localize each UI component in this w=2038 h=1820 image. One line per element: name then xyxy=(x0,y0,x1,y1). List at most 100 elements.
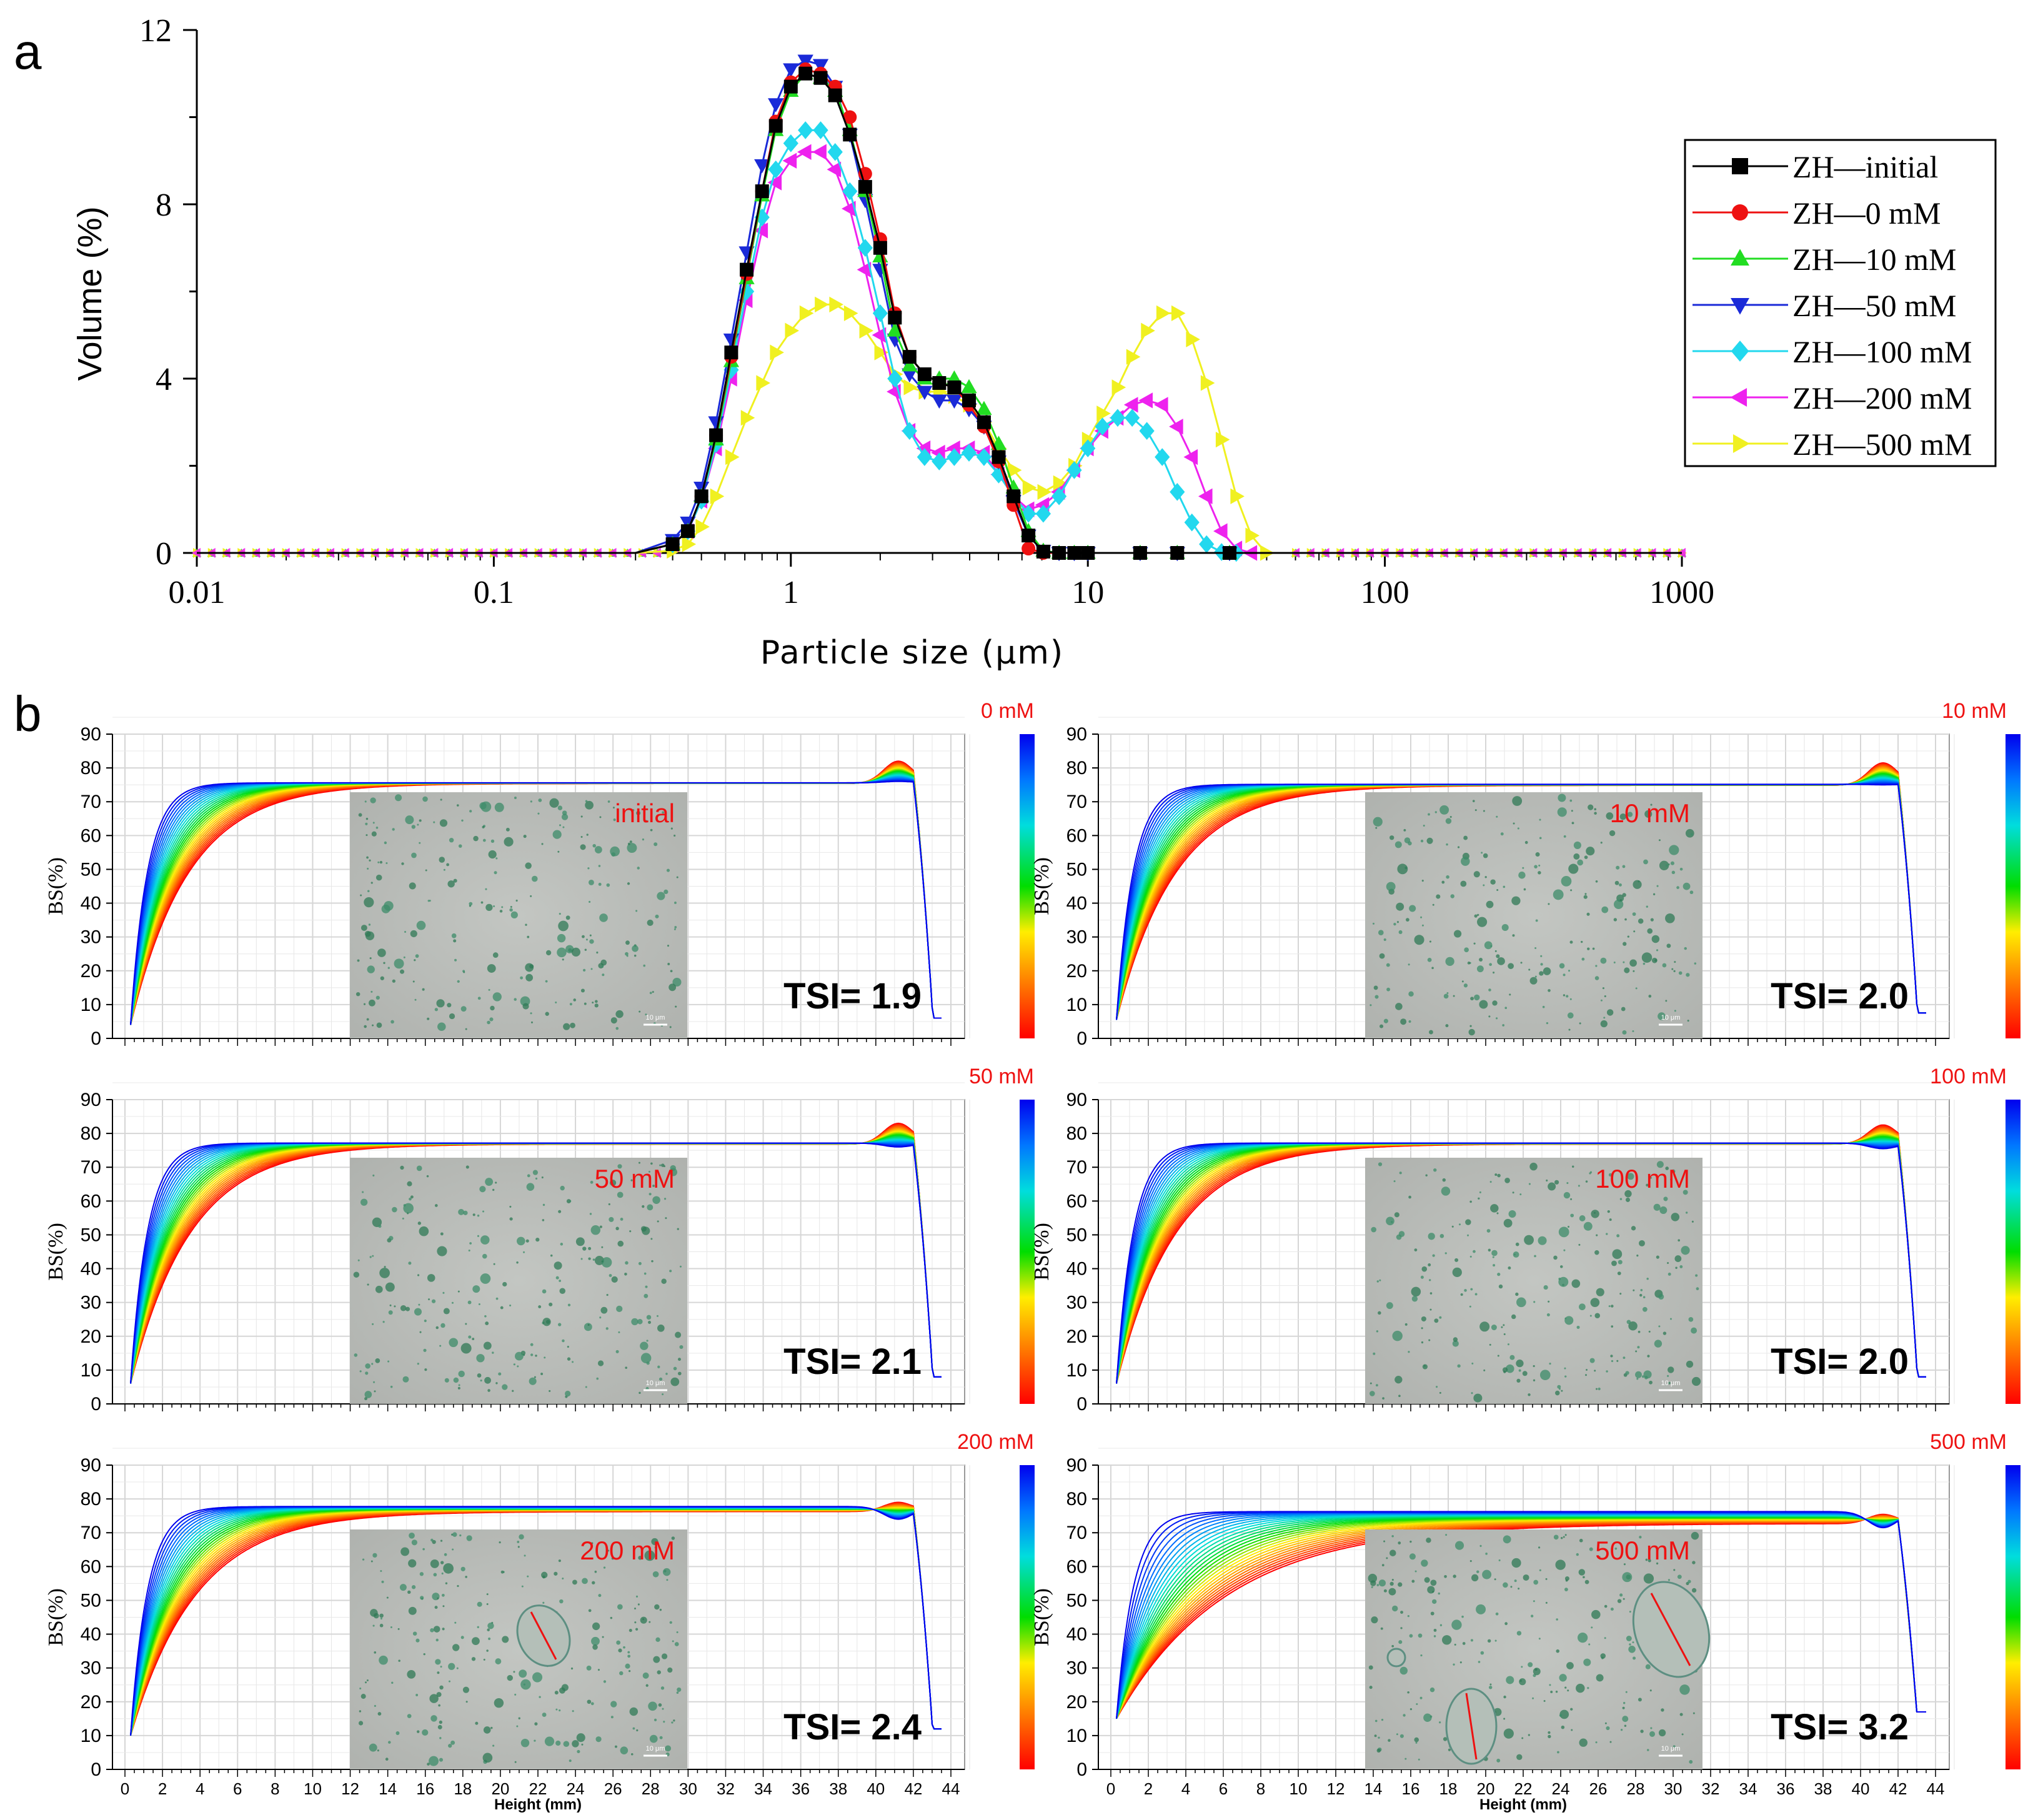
droplet xyxy=(419,1226,429,1236)
droplet xyxy=(1497,1173,1501,1178)
droplet xyxy=(1681,1733,1684,1736)
droplet xyxy=(1429,1292,1433,1295)
droplet xyxy=(1436,1386,1438,1388)
droplet xyxy=(1584,855,1588,859)
data-point xyxy=(946,394,963,409)
droplet xyxy=(385,1758,389,1761)
data-point xyxy=(1052,546,1066,560)
droplet xyxy=(542,1318,551,1326)
droplet xyxy=(1517,827,1519,830)
data-point xyxy=(1732,158,1748,174)
droplet xyxy=(415,1694,419,1696)
droplet xyxy=(441,1593,445,1597)
droplet xyxy=(1371,1586,1373,1588)
droplet xyxy=(1434,1318,1439,1323)
droplet xyxy=(1445,1534,1448,1536)
droplet xyxy=(520,1738,530,1748)
droplet xyxy=(530,1012,532,1015)
droplet xyxy=(1511,896,1521,905)
droplet xyxy=(1635,1371,1642,1378)
droplet xyxy=(592,1644,598,1650)
droplet xyxy=(1393,922,1396,926)
droplet xyxy=(1443,993,1449,999)
droplet xyxy=(478,1303,480,1305)
droplet xyxy=(440,1323,445,1328)
droplet xyxy=(449,837,454,843)
droplet xyxy=(1581,957,1585,961)
data-point xyxy=(782,152,797,169)
droplet xyxy=(483,1658,485,1661)
y-axis-label-b: BS(%) xyxy=(1030,1223,1053,1281)
droplet xyxy=(1548,1731,1551,1734)
droplet xyxy=(1563,994,1566,997)
droplet xyxy=(477,997,481,1000)
x-tick-label-b: 0 xyxy=(121,1779,129,1798)
droplet xyxy=(515,1351,524,1361)
y-tick-label-b: 20 xyxy=(81,1692,101,1713)
data-point xyxy=(872,304,888,322)
droplet xyxy=(1469,1559,1472,1563)
droplet xyxy=(1483,853,1488,858)
droplet xyxy=(449,1338,459,1348)
data-point xyxy=(1732,434,1750,453)
droplet xyxy=(1533,1365,1535,1368)
droplet xyxy=(1454,1643,1456,1646)
droplet xyxy=(674,926,677,928)
droplet xyxy=(1622,865,1626,868)
droplet xyxy=(1509,993,1511,996)
droplet xyxy=(1471,1362,1474,1365)
droplet xyxy=(463,1210,468,1215)
droplet xyxy=(567,1346,569,1348)
droplet xyxy=(1589,1547,1593,1551)
droplet xyxy=(1563,973,1566,977)
droplet xyxy=(595,1736,602,1743)
droplet xyxy=(1625,1371,1629,1375)
droplet xyxy=(1559,963,1565,969)
droplet xyxy=(577,1749,580,1754)
droplet xyxy=(530,1343,534,1346)
droplet xyxy=(1538,1236,1547,1245)
droplet xyxy=(558,1559,561,1563)
droplet xyxy=(427,1017,430,1020)
droplet xyxy=(1691,1531,1699,1540)
droplet xyxy=(1439,1391,1441,1394)
droplet xyxy=(1539,1569,1541,1571)
droplet xyxy=(1583,895,1588,899)
droplet xyxy=(1497,957,1505,965)
droplet xyxy=(1429,940,1432,943)
droplet xyxy=(424,1319,427,1323)
droplet xyxy=(559,1599,564,1604)
droplet xyxy=(1386,1648,1406,1668)
droplet xyxy=(1653,1203,1661,1211)
droplet xyxy=(1681,1246,1690,1255)
droplet xyxy=(514,998,517,1001)
droplet xyxy=(495,1297,499,1300)
droplet xyxy=(1591,1210,1599,1218)
droplet xyxy=(1451,1619,1462,1630)
droplet xyxy=(531,875,538,882)
droplet xyxy=(599,913,608,922)
droplet xyxy=(1643,859,1648,865)
droplet xyxy=(504,837,514,847)
droplet xyxy=(1457,846,1460,848)
droplet xyxy=(365,1363,370,1369)
data-point xyxy=(797,144,812,160)
droplet xyxy=(1563,835,1566,838)
series-group xyxy=(197,54,1682,562)
droplet xyxy=(1398,1231,1405,1237)
droplet xyxy=(677,1228,679,1230)
droplet xyxy=(1528,1734,1530,1736)
droplet xyxy=(1622,893,1626,897)
droplet xyxy=(527,935,530,938)
droplet xyxy=(1648,1330,1651,1333)
droplet xyxy=(1580,940,1583,943)
droplet xyxy=(542,1219,545,1221)
droplet xyxy=(1516,1631,1522,1636)
data-point xyxy=(872,327,887,343)
droplet xyxy=(1394,841,1402,848)
droplet xyxy=(1611,1305,1614,1308)
droplet xyxy=(530,1353,534,1356)
droplet xyxy=(1516,1360,1524,1368)
droplet xyxy=(509,908,513,912)
droplet xyxy=(572,1740,579,1748)
